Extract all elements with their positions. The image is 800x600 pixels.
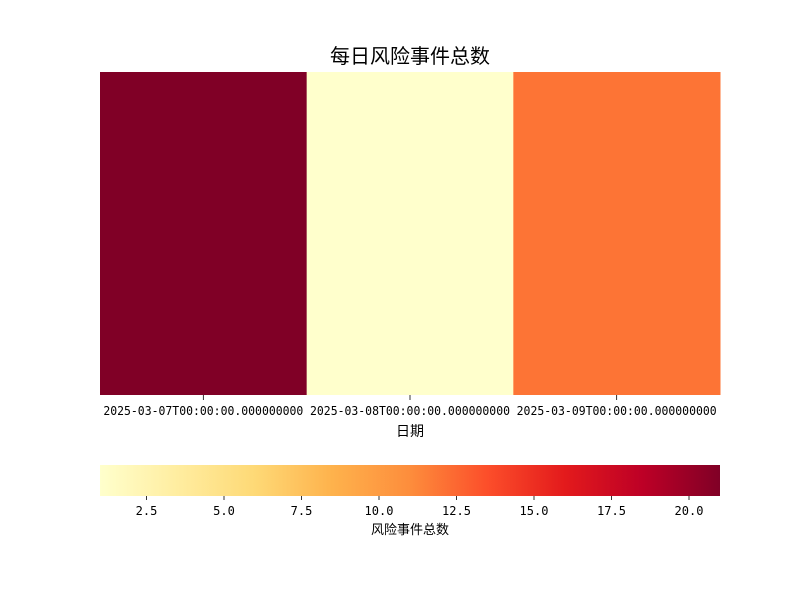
x-tick-label: 2025-03-08T00:00:00.000000000 bbox=[310, 404, 510, 418]
x-axis-label: 日期 bbox=[396, 424, 424, 440]
x-tick-label: 2025-03-09T00:00:00.000000000 bbox=[517, 404, 717, 418]
colorbar-tick-label: 2.5 bbox=[136, 504, 158, 518]
x-axis-ticks: 2025-03-07T00:00:00.000000000 2025-03-08T… bbox=[103, 395, 717, 418]
colorbar-label: 风险事件总数 bbox=[371, 523, 449, 538]
colorbar-ticks: 2.5 5.0 7.5 10.0 12.5 15.0 17.5 20.0 bbox=[136, 496, 704, 518]
colorbar-tick-label: 17.5 bbox=[597, 504, 626, 518]
heatmap-cell bbox=[306, 72, 514, 395]
x-tick-label: 2025-03-07T00:00:00.000000000 bbox=[103, 404, 303, 418]
colorbar bbox=[100, 465, 720, 496]
heatmap-cells bbox=[100, 72, 721, 395]
chart-title: 每日风险事件总数 bbox=[330, 44, 490, 68]
colorbar-tick-label: 5.0 bbox=[213, 504, 235, 518]
colorbar-tick-label: 12.5 bbox=[442, 504, 471, 518]
colorbar-tick-label: 15.0 bbox=[520, 504, 549, 518]
colorbar-tick-label: 20.0 bbox=[675, 504, 704, 518]
colorbar-tick-label: 7.5 bbox=[291, 504, 313, 518]
heatmap-cell bbox=[100, 72, 308, 395]
colorbar-tick-label: 10.0 bbox=[365, 504, 394, 518]
heatmap-cell bbox=[513, 72, 721, 395]
